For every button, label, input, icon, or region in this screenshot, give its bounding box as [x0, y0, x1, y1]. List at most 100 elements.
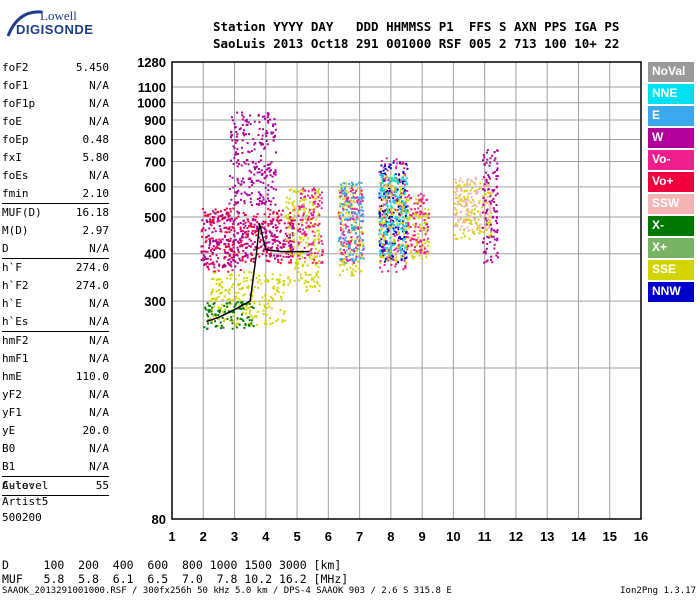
echo-point: [246, 123, 249, 126]
echo-point: [289, 278, 292, 281]
echo-point: [211, 313, 214, 316]
echo-point: [316, 252, 319, 255]
echo-point: [290, 220, 293, 223]
echo-point: [302, 214, 305, 217]
echo-point: [224, 231, 227, 234]
echo-point: [466, 219, 469, 222]
echo-point: [201, 207, 204, 210]
echo-point: [226, 302, 229, 305]
echo-point: [488, 200, 491, 203]
echo-point: [278, 240, 281, 243]
echo-point: [461, 180, 464, 183]
echo-point: [266, 241, 269, 244]
muf-table: D 100 200 400 600 800 1000 1500 3000 [km…: [2, 558, 348, 586]
y-tick-label: 500: [144, 210, 166, 225]
echo-point: [288, 261, 291, 264]
echo-point: [287, 283, 290, 286]
echo-point: [279, 230, 282, 233]
echo-point: [487, 221, 490, 224]
echo-point: [342, 207, 345, 210]
param-value: N/A: [89, 334, 109, 347]
echo-point: [221, 218, 224, 221]
echo-point: [341, 205, 344, 208]
echo-point: [407, 199, 410, 202]
echo-point: [288, 240, 291, 243]
echo-point: [236, 177, 239, 180]
echo-point: [285, 252, 288, 255]
echo-point: [279, 273, 282, 276]
echo-point: [459, 199, 462, 202]
echo-point: [349, 251, 352, 254]
echo-point: [209, 213, 212, 216]
echo-point: [250, 271, 253, 274]
echo-point: [383, 185, 386, 188]
echo-point: [235, 217, 238, 220]
echo-point: [209, 218, 212, 221]
echo-point: [379, 196, 382, 199]
param-row: M(D) 2.97: [2, 222, 109, 240]
echo-point: [301, 232, 304, 235]
echo-point: [200, 235, 203, 238]
echo-point: [399, 201, 402, 204]
echo-point: [203, 256, 206, 259]
echo-point: [346, 197, 349, 200]
echo-point: [259, 238, 262, 241]
param-value: 274.0: [75, 279, 109, 292]
echo-point: [227, 218, 230, 221]
echo-point: [490, 235, 493, 238]
echo-point: [201, 219, 204, 222]
echo-point: [249, 178, 252, 181]
echo-point: [211, 306, 214, 309]
echo-point: [232, 239, 235, 242]
echo-point: [399, 237, 402, 240]
echo-point: [398, 231, 401, 234]
echo-point: [245, 279, 248, 282]
echo-point: [361, 232, 364, 235]
echo-point: [252, 226, 255, 229]
echo-point: [217, 215, 220, 218]
echo-point: [252, 181, 255, 184]
echo-point: [486, 149, 489, 152]
echo-point: [409, 214, 412, 217]
echo-point: [352, 184, 355, 187]
echo-point: [306, 245, 309, 248]
echo-point: [200, 258, 203, 261]
echo-point: [387, 221, 390, 224]
echo-point: [236, 317, 239, 320]
echo-point: [427, 216, 430, 219]
param-row: C-level 55: [2, 477, 109, 495]
echo-point: [266, 197, 269, 200]
echo-point: [379, 215, 382, 218]
echo-point: [426, 229, 429, 232]
echo-point: [216, 243, 219, 246]
echo-point: [261, 296, 264, 299]
echo-point: [287, 277, 290, 280]
echo-point: [362, 243, 365, 246]
echo-point: [210, 249, 213, 252]
echo-cluster: [203, 301, 255, 330]
echo-point: [263, 221, 266, 224]
echo-point: [228, 231, 231, 234]
echo-point: [392, 161, 395, 164]
echo-point: [419, 215, 422, 218]
echo-point: [230, 299, 233, 302]
echo-point: [380, 242, 383, 245]
echo-point: [402, 178, 405, 181]
echo-point: [269, 203, 272, 206]
echo-point: [481, 211, 484, 214]
echo-point: [212, 245, 215, 248]
echo-point: [482, 251, 485, 254]
echo-point: [220, 241, 223, 244]
echo-point: [392, 244, 395, 247]
echo-point: [351, 211, 354, 214]
echo-point: [490, 193, 493, 196]
echo-point: [277, 220, 280, 223]
echo-point: [321, 242, 324, 245]
echo-point: [380, 256, 383, 259]
echo-point: [474, 219, 477, 222]
echo-point: [283, 222, 286, 225]
echo-point: [350, 223, 353, 226]
echo-point: [284, 214, 287, 217]
echo-point: [378, 229, 381, 232]
echo-point: [213, 211, 216, 214]
